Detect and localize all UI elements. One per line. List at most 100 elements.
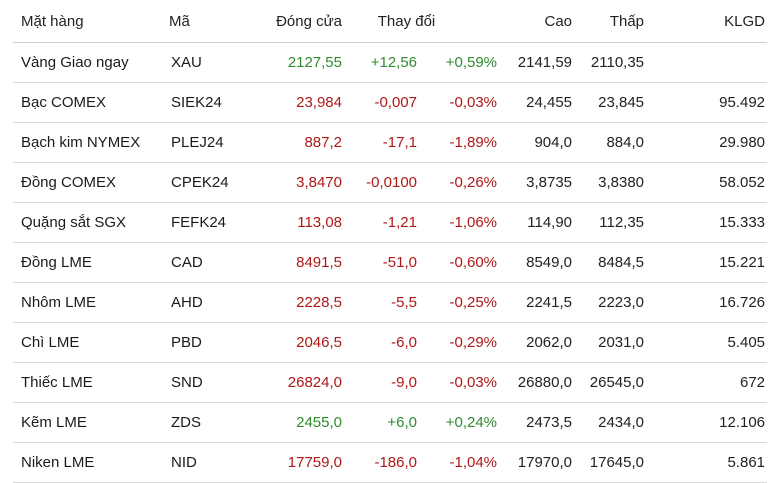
cell-change: +6,0: [344, 402, 419, 443]
cell-commodity-name: Đồng LME: [13, 242, 161, 283]
cell-high: 26880,0: [499, 362, 575, 403]
cell-change-percent: -0,26%: [419, 162, 500, 203]
cell-low: 8484,5: [574, 242, 647, 283]
cell-symbol: ZDS: [161, 402, 239, 443]
cell-change-percent: -1,06%: [419, 202, 500, 243]
cell-change-percent: +0,59%: [419, 42, 500, 83]
cell-symbol: SND: [161, 362, 239, 403]
cell-close-price: 23,984: [239, 82, 344, 123]
cell-change: -51,0: [344, 242, 419, 283]
cell-change-percent: -1,89%: [419, 122, 500, 163]
cell-close-price: 8491,5: [239, 242, 344, 283]
cell-commodity-name: Đồng COMEX: [13, 162, 161, 203]
cell-volume: 672: [646, 362, 768, 403]
table-row: Đồng COMEX CPEK24 3,8470 -0,0100 -0,26% 3,873…: [13, 162, 768, 203]
cell-low: 884,0: [574, 122, 647, 163]
cell-symbol: AHD: [161, 282, 239, 323]
cell-high: 24,455: [499, 82, 575, 123]
cell-change: -9,0: [344, 362, 419, 403]
cell-volume: 5.405: [646, 322, 768, 363]
cell-low: 2031,0: [574, 322, 647, 363]
table-row: Nhôm LME AHD 2228,5 -5,5 -0,25% 2241,5 2223,0 1…: [13, 282, 768, 323]
cell-close-price: 2046,5: [239, 322, 344, 363]
cell-high: 2141,59: [499, 42, 575, 83]
cell-high: 904,0: [499, 122, 575, 163]
header-code: Mã: [161, 0, 239, 43]
cell-volume: 15.221: [646, 242, 768, 283]
cell-symbol: PLEJ24: [161, 122, 239, 163]
cell-commodity-name: Nhôm LME: [13, 282, 161, 323]
cell-low: 23,845: [574, 82, 647, 123]
cell-low: 112,35: [574, 202, 647, 243]
cell-symbol: SIEK24: [161, 82, 239, 123]
cell-change: -6,0: [344, 322, 419, 363]
cell-low: 26545,0: [574, 362, 647, 403]
cell-change: -17,1: [344, 122, 419, 163]
cell-change-percent: -0,60%: [419, 242, 500, 283]
cell-volume: [646, 42, 768, 83]
cell-low: 2110,35: [574, 42, 647, 83]
table-header: Mặt hàng Mã Đóng cửa Thay đổi Cao Thấp K…: [13, 0, 768, 43]
cell-symbol: PBD: [161, 322, 239, 363]
table-row: Bạc COMEX SIEK24 23,984 -0,007 -0,03% 24,455 2…: [13, 82, 768, 123]
cell-volume: 58.052: [646, 162, 768, 203]
cell-commodity-name: Bạc COMEX: [13, 82, 161, 123]
commodity-price-table: Mặt hàng Mã Đóng cửa Thay đổi Cao Thấp K…: [13, 0, 768, 483]
table-row: Chì LME PBD 2046,5 -6,0 -0,29% 2062,0 2031,0 5.…: [13, 322, 768, 363]
cell-change: -1,21: [344, 202, 419, 243]
table-row: Vàng Giao ngay XAU 2127,55 +12,56 +0,59% 2141…: [13, 42, 768, 83]
cell-change-percent: -0,03%: [419, 82, 500, 123]
cell-change: -0,0100: [344, 162, 419, 203]
cell-change-percent: -0,25%: [419, 282, 500, 323]
table-row: Quặng sắt SGX FEFK24 113,08 -1,21 -1,06% 114,…: [13, 202, 768, 243]
cell-close-price: 2228,5: [239, 282, 344, 323]
cell-symbol: XAU: [161, 42, 239, 83]
cell-close-price: 2455,0: [239, 402, 344, 443]
table-row: Bạch kim NYMEX PLEJ24 887,2 -17,1 -1,89% 904,…: [13, 122, 768, 163]
cell-change: +12,56: [344, 42, 419, 83]
cell-high: 17970,0: [499, 442, 575, 483]
cell-volume: 15.333: [646, 202, 768, 243]
cell-symbol: FEFK24: [161, 202, 239, 243]
cell-commodity-name: Bạch kim NYMEX: [13, 122, 161, 163]
cell-change: -0,007: [344, 82, 419, 123]
cell-low: 2434,0: [574, 402, 647, 443]
cell-commodity-name: Chì LME: [13, 322, 161, 363]
header-close: Đóng cửa: [239, 0, 344, 43]
header-volume: KLGD: [646, 0, 768, 43]
table-row: Thiếc LME SND 26824,0 -9,0 -0,03% 26880,0 2654…: [13, 362, 768, 403]
cell-high: 2241,5: [499, 282, 575, 323]
cell-high: 8549,0: [499, 242, 575, 283]
cell-high: 2473,5: [499, 402, 575, 443]
cell-commodity-name: Quặng sắt SGX: [13, 202, 161, 243]
header-name: Mặt hàng: [13, 0, 161, 43]
cell-change-percent: +0,24%: [419, 402, 500, 443]
cell-high: 2062,0: [499, 322, 575, 363]
header-low: Thấp: [574, 0, 647, 43]
cell-change: -5,5: [344, 282, 419, 323]
table-row: Kẽm LME ZDS 2455,0 +6,0 +0,24% 2473,5 2434,0 12…: [13, 402, 768, 443]
cell-volume: 29.980: [646, 122, 768, 163]
cell-symbol: CPEK24: [161, 162, 239, 203]
cell-close-price: 2127,55: [239, 42, 344, 83]
table-row: Niken LME NID 17759,0 -186,0 -1,04% 17970,0 17…: [13, 442, 768, 483]
cell-volume: 16.726: [646, 282, 768, 323]
cell-change-percent: -0,03%: [419, 362, 500, 403]
cell-change-percent: -1,04%: [419, 442, 500, 483]
header-row: Mặt hàng Mã Đóng cửa Thay đổi Cao Thấp K…: [13, 0, 768, 43]
cell-close-price: 3,8470: [239, 162, 344, 203]
cell-low: 2223,0: [574, 282, 647, 323]
cell-close-price: 26824,0: [239, 362, 344, 403]
cell-change-percent: -0,29%: [419, 322, 500, 363]
cell-commodity-name: Thiếc LME: [13, 362, 161, 403]
cell-close-price: 113,08: [239, 202, 344, 243]
cell-commodity-name: Niken LME: [13, 442, 161, 483]
cell-symbol: CAD: [161, 242, 239, 283]
cell-commodity-name: Vàng Giao ngay: [13, 42, 161, 83]
cell-volume: 12.106: [646, 402, 768, 443]
table-body: Vàng Giao ngay XAU 2127,55 +12,56 +0,59% 2141…: [13, 42, 768, 483]
cell-close-price: 887,2: [239, 122, 344, 163]
cell-low: 3,8380: [574, 162, 647, 203]
cell-high: 3,8735: [499, 162, 575, 203]
